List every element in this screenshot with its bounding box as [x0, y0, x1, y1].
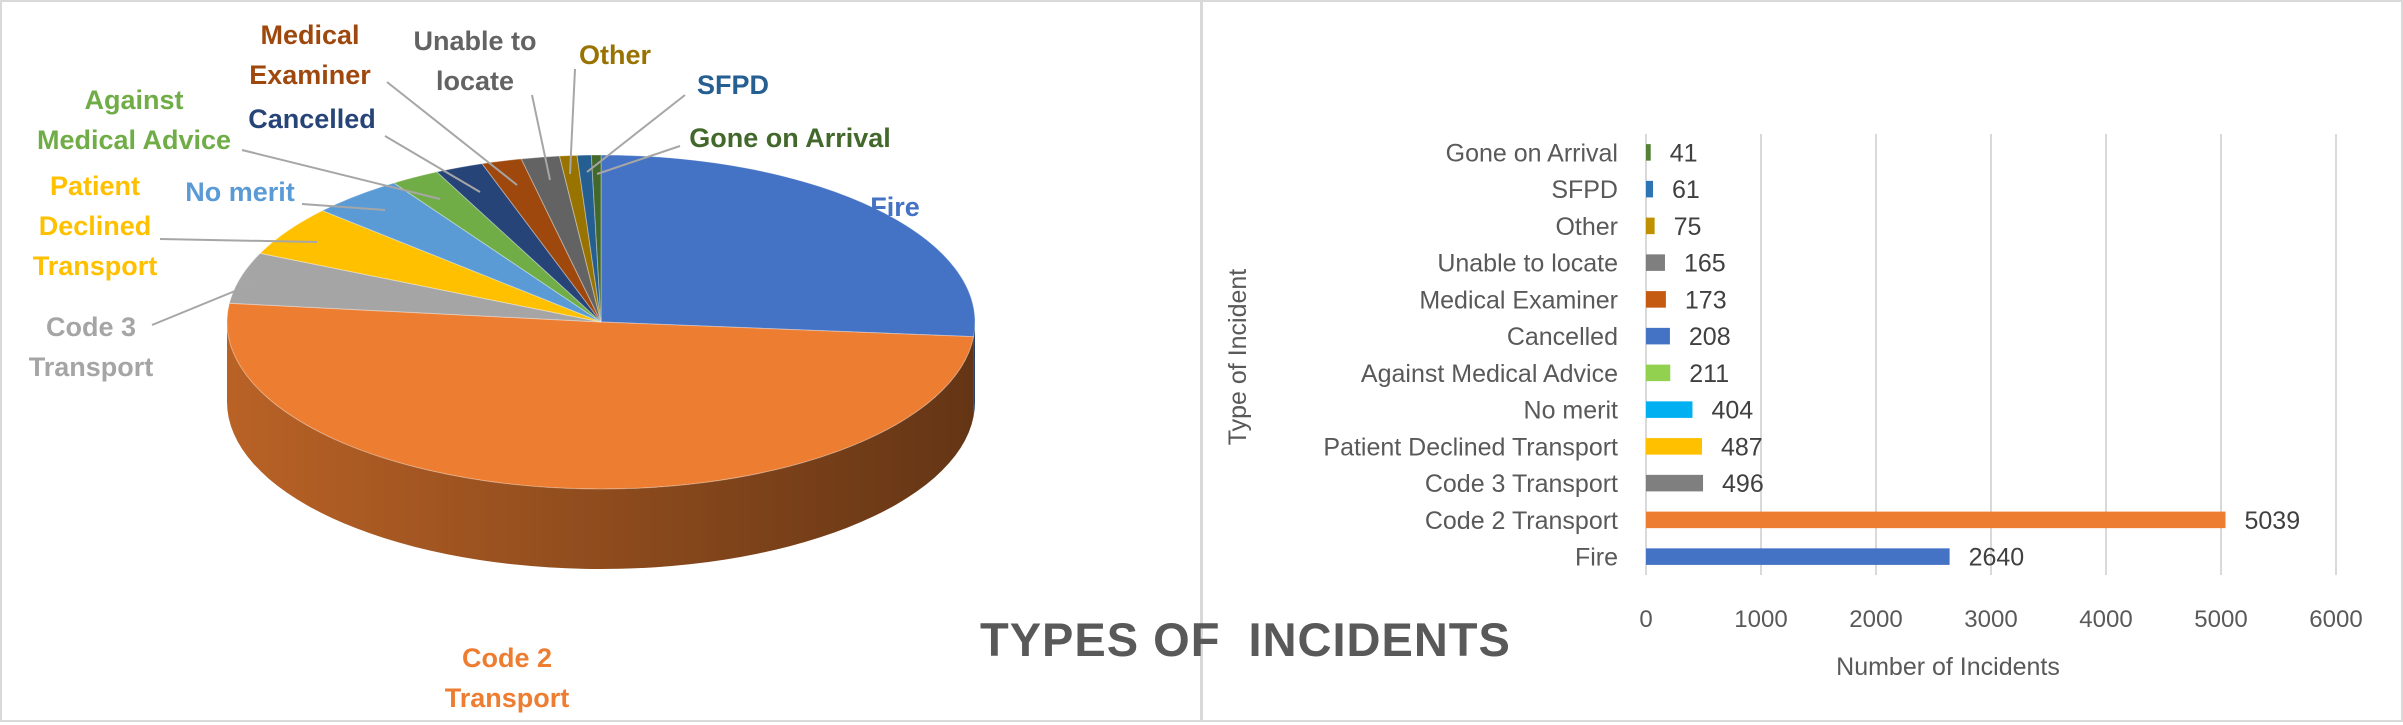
bar-code-2-transport [1646, 511, 2226, 529]
value-label-sfpd: 61 [1672, 176, 1700, 204]
value-label-against-medical-advice: 211 [1689, 360, 1729, 388]
pie-label-gone-on-arrival: Gone on Arrival [689, 123, 891, 153]
value-label-code-3-transport: 496 [1722, 470, 1764, 498]
pie-slice-unable-to-locate [520, 155, 602, 323]
bar-chart-panel: 0 1000 2000 3000 4000 5000 6000 Fire Code 2 Tran… [1201, 0, 2403, 722]
leader-line-medical-examiner [386, 81, 518, 186]
bars [1646, 144, 2226, 565]
category-label-patient-declined-transport: Patient Declined Transport [1323, 433, 1618, 461]
pie-label-medical-examiner: Medical Examiner [249, 20, 371, 90]
pie-label-no-merit: No merit [185, 177, 295, 207]
x-tick-label-1000: 1000 [1734, 606, 1787, 633]
x-tick-label-5000: 5000 [2194, 606, 2247, 633]
pie-slice-code-2-transport [226, 302, 975, 490]
pie-chart: Fire Code 2 Transport Code 3 Transport Patien… [29, 20, 976, 713]
bar-medical-examiner [1646, 291, 1666, 308]
pie-slice-fire [600, 154, 976, 338]
pie-side-code-2-transport [227, 322, 974, 569]
bar-gone-on-arrival [1646, 144, 1651, 161]
pie-slice-gone-on-arrival [590, 154, 602, 323]
value-labels: 2640 5039 496 487 404 211 208 173 165 75 61 41 [1670, 139, 2300, 571]
leader-line-against-medical-advice [241, 149, 441, 200]
pie-label-patient-declined-transport: Patient Declined Transport [33, 171, 158, 281]
x-axis-title: Number of Incidents [1836, 653, 2060, 681]
pie-label-code-2-transport: Code 2 Transport [445, 643, 570, 713]
pie-slice-against-medical-advice [392, 171, 602, 323]
pie-label-other: Other [579, 40, 652, 70]
category-label-sfpd: SFPD [1551, 176, 1618, 204]
bar-fire [1646, 548, 1950, 565]
gridlines [1760, 134, 2337, 575]
pie-slice-sfpd [576, 154, 602, 323]
category-labels: Fire Code 2 Transport Code 3 Transport Pati… [1323, 139, 1618, 571]
bar-other [1646, 217, 1655, 235]
pie-slice-other [558, 154, 602, 323]
pie-slice-code-3-transport [228, 252, 602, 323]
leader-line-other [569, 68, 576, 175]
category-label-code-2-transport: Code 2 Transport [1425, 507, 1618, 535]
value-label-other: 75 [1674, 213, 1702, 241]
pie-slice-cancelled [435, 163, 602, 323]
pie-data-labels: Fire Code 2 Transport Code 3 Transport Patien… [29, 20, 920, 713]
bar-code-3-transport [1646, 474, 1704, 492]
leader-line-no-merit [301, 203, 386, 211]
value-label-unable-to-locate: 165 [1684, 250, 1726, 278]
value-label-medical-examiner: 173 [1685, 286, 1727, 314]
x-tick-labels: 0 1000 2000 3000 4000 5000 6000 [1639, 606, 2362, 633]
leader-line-patient-declined-transport [159, 238, 318, 243]
leader-line-code-3-transport [151, 281, 258, 326]
pie-top-faces [226, 154, 976, 490]
bar-unable-to-locate [1646, 254, 1665, 271]
x-tick-label-6000: 6000 [2309, 606, 2362, 633]
category-label-against-medical-advice: Against Medical Advice [1361, 360, 1618, 388]
bar-against-medical-advice [1646, 364, 1671, 382]
category-label-gone-on-arrival: Gone on Arrival [1446, 139, 1618, 167]
pie-label-code-3-transport: Code 3 Transport [29, 312, 154, 382]
page-title: TYPES OF INCIDENTS [980, 613, 1511, 666]
category-label-no-merit: No merit [1524, 397, 1619, 425]
x-tick-label-3000: 3000 [1964, 606, 2017, 633]
pie-slice-no-merit [321, 182, 602, 323]
category-label-other: Other [1555, 213, 1618, 241]
pie-chart-panel: Fire Code 2 Transport Code 3 Transport Patien… [0, 0, 1202, 722]
category-label-cancelled: Cancelled [1507, 323, 1618, 351]
pie-side-fire [973, 322, 975, 417]
bar-sfpd [1646, 180, 1654, 198]
y-axis-title: Type of Incident [1224, 269, 1252, 446]
pie-label-cancelled: Cancelled [248, 104, 376, 134]
leader-line-cancelled [384, 135, 481, 193]
bar-patient-declined-transport [1646, 438, 1703, 455]
pie-label-against-medical-advice: Against Medical Advice [37, 85, 231, 155]
leader-line-gone-on-arrival [596, 145, 681, 175]
pie-side-walls [227, 322, 975, 569]
pie-slice-medical-examiner [481, 158, 602, 323]
value-label-gone-on-arrival: 41 [1670, 139, 1698, 167]
pie-slice-patient-declined-transport [259, 210, 602, 323]
bar-chart: 0 1000 2000 3000 4000 5000 6000 Fire Code 2 Tran… [1224, 134, 2363, 681]
bar-no-merit [1646, 401, 1693, 418]
value-label-code-2-transport: 5039 [2244, 507, 2300, 535]
pie-label-fire: Fire [870, 192, 920, 222]
bar-cancelled [1646, 327, 1670, 345]
pie-label-sfpd: SFPD [697, 70, 769, 100]
value-label-no-merit: 404 [1711, 397, 1753, 425]
category-label-unable-to-locate: Unable to locate [1437, 250, 1618, 278]
x-tick-label-0: 0 [1639, 606, 1652, 633]
leader-line-unable-to-locate [531, 94, 551, 181]
value-label-patient-declined-transport: 487 [1721, 433, 1763, 461]
category-label-medical-examiner: Medical Examiner [1419, 286, 1618, 314]
x-tick-label-4000: 4000 [2079, 606, 2132, 633]
value-label-fire: 2640 [1969, 544, 2025, 572]
leader-line-sfpd [586, 94, 686, 173]
category-label-code-3-transport: Code 3 Transport [1425, 470, 1618, 498]
category-label-fire: Fire [1575, 544, 1618, 572]
x-tick-label-2000: 2000 [1849, 606, 1902, 633]
pie-label-unable-to-locate: Unable to locate [413, 26, 536, 96]
value-label-cancelled: 208 [1689, 323, 1731, 351]
